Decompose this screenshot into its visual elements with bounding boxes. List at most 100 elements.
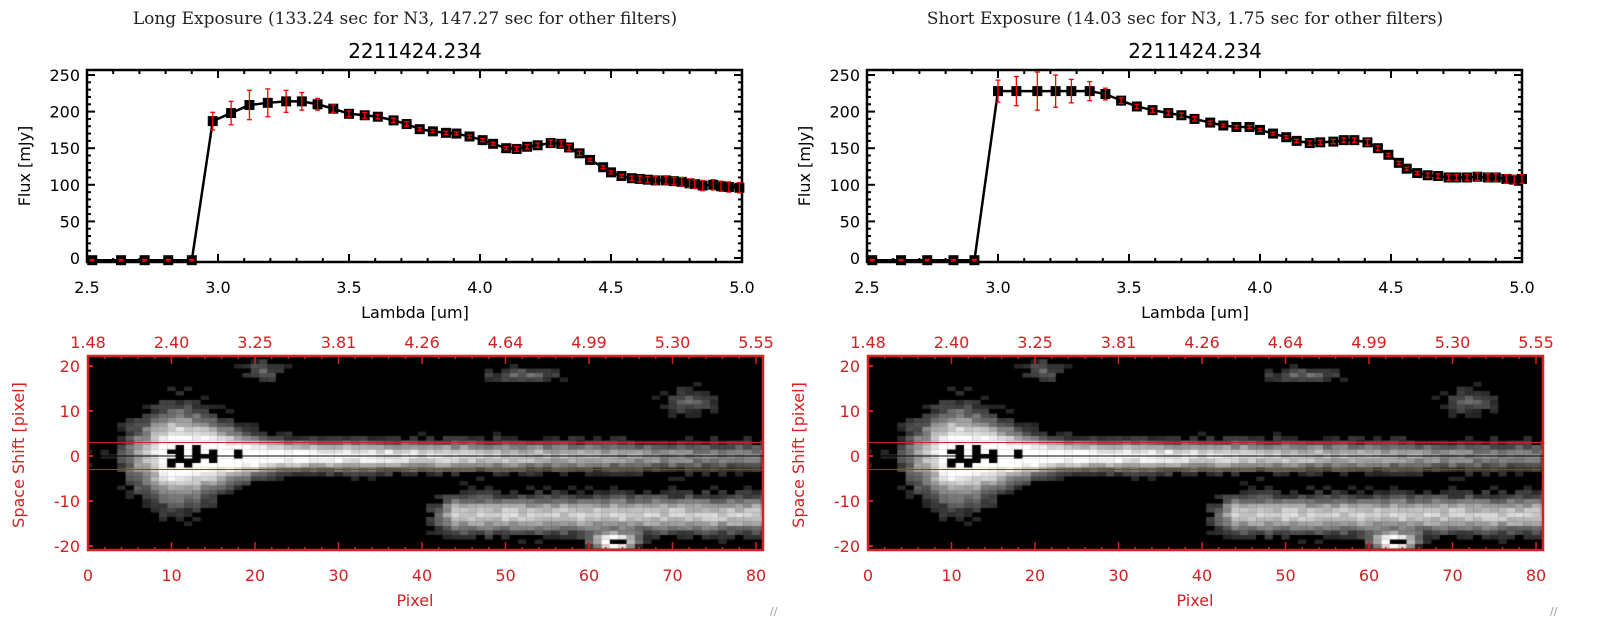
- error-bar: [1192, 116, 1197, 122]
- error-bar: [1257, 127, 1263, 133]
- x-tick-label: 80: [1526, 566, 1546, 585]
- x-tick-label: 0: [83, 566, 93, 585]
- error-bar: [1375, 145, 1381, 152]
- error-bar: [430, 129, 436, 134]
- wavelength-tick-label: 5.30: [1435, 333, 1471, 352]
- error-bar: [346, 110, 352, 118]
- error-bar: [1283, 135, 1289, 140]
- x-tick-label: 3.5: [1116, 278, 1141, 297]
- x-tick-label: 4.5: [598, 278, 623, 297]
- error-bar: [653, 176, 659, 185]
- y-tick-label: 20: [840, 357, 860, 376]
- error-bar: [1493, 173, 1499, 182]
- y-tick-label: 250: [829, 66, 860, 85]
- x-tick-label: 4.0: [467, 278, 492, 297]
- error-bar: [869, 258, 875, 262]
- error-bar: [514, 146, 520, 152]
- exposure-title: Short Exposure (14.03 sec for N3, 1.75 s…: [927, 9, 1443, 29]
- wavelength-tick-label: 5.55: [1518, 333, 1554, 352]
- error-bar: [118, 258, 124, 262]
- error-bar: [924, 258, 930, 262]
- y-axis-label: Space Shift [pixel]: [789, 382, 808, 528]
- error-bar: [726, 181, 732, 193]
- x-tick-label: 40: [1192, 566, 1212, 585]
- resize-grip-icon[interactable]: //: [1550, 605, 1558, 618]
- wavelength-tick-label: 1.48: [850, 333, 886, 352]
- error-bar: [1454, 173, 1459, 182]
- error-bar: [535, 142, 541, 149]
- error-bar: [1425, 172, 1431, 179]
- error-bar: [391, 117, 397, 124]
- plot-frame: [865, 68, 1524, 264]
- spatial-image-heatmap: [88, 356, 763, 550]
- x-tick-label: 60: [579, 566, 599, 585]
- wavelength-tick-label: 2.40: [154, 333, 190, 352]
- error-bar: [1013, 75, 1019, 107]
- error-bar: [1087, 80, 1093, 102]
- error-bar: [736, 181, 742, 194]
- y-tick-label: -20: [834, 537, 860, 556]
- error-bar: [283, 89, 289, 113]
- y-axis-label: Space Shift [pixel]: [9, 382, 28, 528]
- resize-grip-icon[interactable]: //: [770, 605, 778, 618]
- error-bar: [490, 141, 496, 146]
- error-bar: [1396, 160, 1402, 165]
- y-tick-label: 0: [850, 249, 860, 268]
- error-bar: [566, 143, 572, 152]
- error-bar: [1134, 103, 1140, 110]
- y-tick-label: 100: [829, 176, 860, 195]
- error-bar: [404, 121, 410, 127]
- error-bar: [89, 258, 95, 262]
- error-bar: [503, 146, 509, 151]
- error-bar: [1233, 124, 1239, 130]
- x-tick-label: 3.5: [336, 278, 361, 297]
- error-bar: [1178, 112, 1184, 119]
- x-axis-label: Pixel: [396, 591, 433, 610]
- wavelength-tick-label: 5.55: [738, 333, 774, 352]
- short-exposure-panel: Short Exposure (14.03 sec for N3, 1.75 s…: [780, 0, 1570, 630]
- error-bar: [577, 150, 583, 157]
- y-axis-label: Flux [mJy]: [795, 126, 814, 207]
- error-bar: [1068, 78, 1074, 104]
- error-bar: [1307, 140, 1313, 146]
- y-tick-label: 0: [70, 447, 80, 466]
- error-bar: [189, 258, 195, 262]
- error-bar: [480, 138, 486, 143]
- wavelength-tick-label: 4.99: [571, 333, 607, 352]
- x-tick-label: 40: [412, 566, 432, 585]
- error-bar: [246, 89, 252, 121]
- wavelength-tick-label: 4.26: [1184, 333, 1220, 352]
- wavelength-tick-label: 3.81: [1101, 333, 1137, 352]
- error-bar: [710, 179, 716, 191]
- wavelength-tick-label: 3.81: [321, 333, 357, 352]
- wavelength-tick-label: 4.26: [404, 333, 440, 352]
- x-tick-label: 3.0: [985, 278, 1010, 297]
- wavelength-tick-label: 4.64: [1268, 333, 1304, 352]
- x-tick-label: 60: [1359, 566, 1379, 585]
- wavelength-tick-label: 5.30: [655, 333, 691, 352]
- wavelength-tick-label: 3.25: [237, 333, 273, 352]
- error-bar: [1294, 138, 1300, 143]
- spatial-image-heatmap: [868, 356, 1543, 550]
- error-bar: [1503, 173, 1509, 184]
- y-tick-label: -20: [54, 537, 80, 556]
- y-tick-label: 150: [49, 139, 80, 158]
- error-bar: [1220, 123, 1226, 128]
- error-bar: [700, 179, 706, 192]
- x-tick-label: 20: [1025, 566, 1045, 585]
- wavelength-tick-label: 4.99: [1351, 333, 1387, 352]
- error-bar: [898, 258, 904, 262]
- error-bar: [1330, 138, 1336, 145]
- error-bar: [299, 91, 305, 111]
- long-exposure-panel: Long Exposure (133.24 sec for N3, 147.27…: [0, 0, 790, 630]
- error-bar: [142, 258, 148, 262]
- x-tick-label: 10: [161, 566, 181, 585]
- error-bar: [1247, 124, 1253, 130]
- object-title: 2211424.234: [1128, 39, 1262, 63]
- y-tick-label: 0: [70, 249, 80, 268]
- wavelength-tick-label: 1.48: [70, 333, 106, 352]
- error-bar: [165, 258, 171, 262]
- error-bar: [1102, 87, 1108, 101]
- x-axis-label: Lambda [um]: [1141, 303, 1249, 322]
- error-bar: [971, 258, 977, 262]
